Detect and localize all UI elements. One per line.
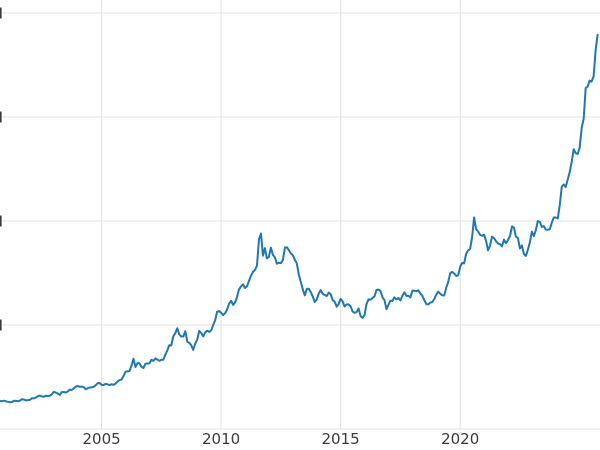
x-tick-label: 2015 [322, 430, 360, 448]
x-tick-label: 2020 [441, 430, 479, 448]
x-tick-label: 2010 [202, 430, 240, 448]
y-tick-label-remnant [0, 319, 2, 331]
vertical-gridlines [101, 0, 461, 429]
horizontal-gridlines [0, 12, 600, 430]
x-axis-tick-labels: 2005 2010 2015 2020 [83, 430, 480, 448]
price-series-line [0, 33, 599, 404]
x-tick-label: 2005 [83, 430, 121, 448]
y-tick-label-remnant [0, 111, 2, 123]
cropped-y-tick-label-remnants [0, 7, 2, 331]
y-tick-label-remnant [0, 215, 2, 227]
y-tick-label-remnant [0, 7, 2, 19]
